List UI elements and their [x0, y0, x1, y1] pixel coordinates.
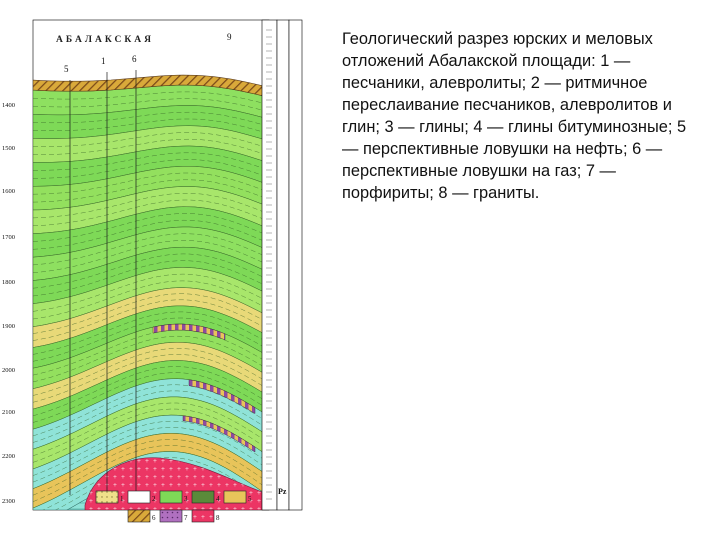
- lamination-line: [33, 159, 268, 179]
- legend-swatch: [95, 490, 119, 504]
- lamination-line: [33, 139, 268, 156]
- well-marker: 5: [64, 64, 69, 74]
- strata-group: [33, 70, 268, 510]
- depth-label: 2100: [2, 409, 15, 416]
- lamination-line: [33, 280, 268, 320]
- legend-swatch: [191, 509, 215, 523]
- depth-label: 2200: [2, 453, 15, 460]
- legend-swatch: [127, 509, 151, 523]
- lamination-line: [33, 329, 268, 376]
- lamination-line: [33, 240, 268, 273]
- depth-label: 1400: [2, 102, 15, 109]
- lamination-line: [33, 372, 268, 423]
- area-name-label: АБАЛАКСКАЯ: [56, 35, 154, 45]
- lamination-line: [33, 427, 268, 483]
- oil-trap-lens: [182, 415, 256, 453]
- pz-label: Pz: [278, 487, 287, 496]
- legend-swatch: [159, 490, 183, 504]
- well-marker: 9: [227, 32, 232, 42]
- lamination-line: [33, 390, 268, 443]
- lamination-line: [33, 421, 268, 476]
- well-markers: 5 1 6 9: [64, 32, 232, 74]
- legend-label: 2: [152, 495, 156, 503]
- lamination-line: [33, 439, 268, 496]
- legend: 1 2 3 4 5 6 7 8: [95, 490, 252, 523]
- lamination-line: [33, 445, 268, 502]
- lamination-line: [33, 311, 268, 355]
- figure-caption: Геологический разрез юрских и меловых от…: [342, 30, 687, 202]
- lamination-line: [33, 152, 268, 171]
- lamination-line: [33, 253, 268, 289]
- lamination-line: [33, 402, 268, 456]
- lamination-line: [33, 118, 268, 134]
- lamination-line: [33, 348, 268, 396]
- lamination-line: [33, 98, 268, 112]
- lamination-line: [33, 408, 268, 463]
- depth-label: 1700: [2, 234, 15, 241]
- legend-label: 5: [248, 495, 252, 503]
- depth-label: 2300: [2, 498, 15, 505]
- depth-label: 1900: [2, 323, 15, 330]
- lamination-line: [33, 354, 268, 403]
- well-marker: 6: [132, 54, 137, 64]
- stratigraphic-columns: Pz: [261, 19, 303, 511]
- depth-label: 2000: [2, 367, 15, 374]
- lamination-line: [33, 366, 268, 416]
- lamination-line: [33, 299, 268, 341]
- legend-label: 7: [184, 514, 188, 522]
- lamination-line: [33, 132, 268, 148]
- lamination-line: [33, 273, 268, 312]
- lamination-line: [33, 336, 268, 383]
- depth-label: 1500: [2, 145, 15, 152]
- cross-section-diagram: + АБАЛАКСКАЯ 5 1 6 9 1400: [2, 19, 303, 523]
- well-marker: 1: [101, 56, 106, 66]
- depth-label: 1600: [2, 188, 15, 195]
- lamination-line: [33, 384, 268, 437]
- legend-label: 3: [184, 495, 188, 503]
- legend-swatch: [127, 490, 151, 504]
- depth-scale: 1400 1500 1600 1700 1800 1900 2000 2100 …: [2, 102, 15, 505]
- lamination-line: [33, 260, 268, 297]
- legend-label: 6: [152, 514, 156, 522]
- geologic-section-figure: + АБАЛАКСКАЯ 5 1 6 9 1400: [0, 0, 310, 540]
- legend-label: 4: [216, 495, 220, 503]
- legend-label: 1: [120, 495, 124, 503]
- lamination-line: [33, 112, 268, 127]
- lamination-line: [33, 293, 268, 334]
- legend-swatch: [159, 509, 183, 523]
- lamination-line: [33, 317, 268, 362]
- legend-label: 8: [216, 514, 220, 522]
- oil-trap-lens: [152, 323, 226, 341]
- depth-label: 1800: [2, 279, 15, 286]
- lamination-line: [33, 233, 268, 266]
- legend-swatch: [191, 490, 215, 504]
- oil-trap-lens: [188, 379, 256, 414]
- legend-swatch: [223, 490, 247, 504]
- lamination-line: [33, 91, 268, 105]
